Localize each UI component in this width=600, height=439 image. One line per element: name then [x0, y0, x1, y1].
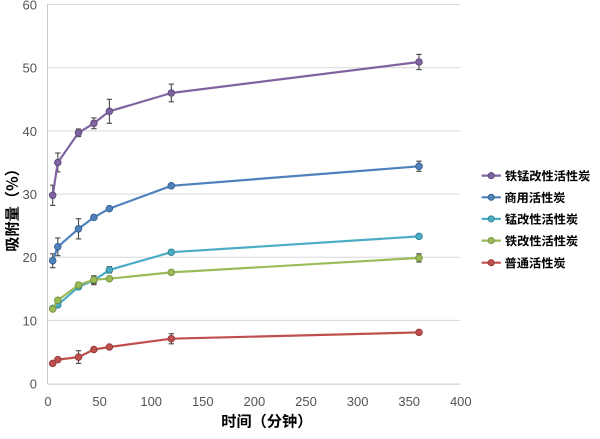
svg-text:10: 10	[23, 313, 37, 328]
svg-text:200: 200	[244, 394, 266, 409]
svg-text:0: 0	[44, 394, 51, 409]
svg-text:350: 350	[398, 394, 420, 409]
svg-text:50: 50	[23, 61, 37, 76]
svg-text:40: 40	[23, 124, 37, 139]
svg-text:20: 20	[23, 250, 37, 265]
svg-text:0: 0	[30, 377, 37, 392]
svg-text:150: 150	[192, 394, 214, 409]
svg-text:400: 400	[450, 394, 472, 409]
svg-text:100: 100	[140, 394, 162, 409]
svg-text:50: 50	[92, 394, 106, 409]
svg-text:250: 250	[295, 394, 317, 409]
svg-text:60: 60	[23, 0, 37, 13]
svg-text:30: 30	[23, 187, 37, 202]
svg-text:300: 300	[347, 394, 369, 409]
